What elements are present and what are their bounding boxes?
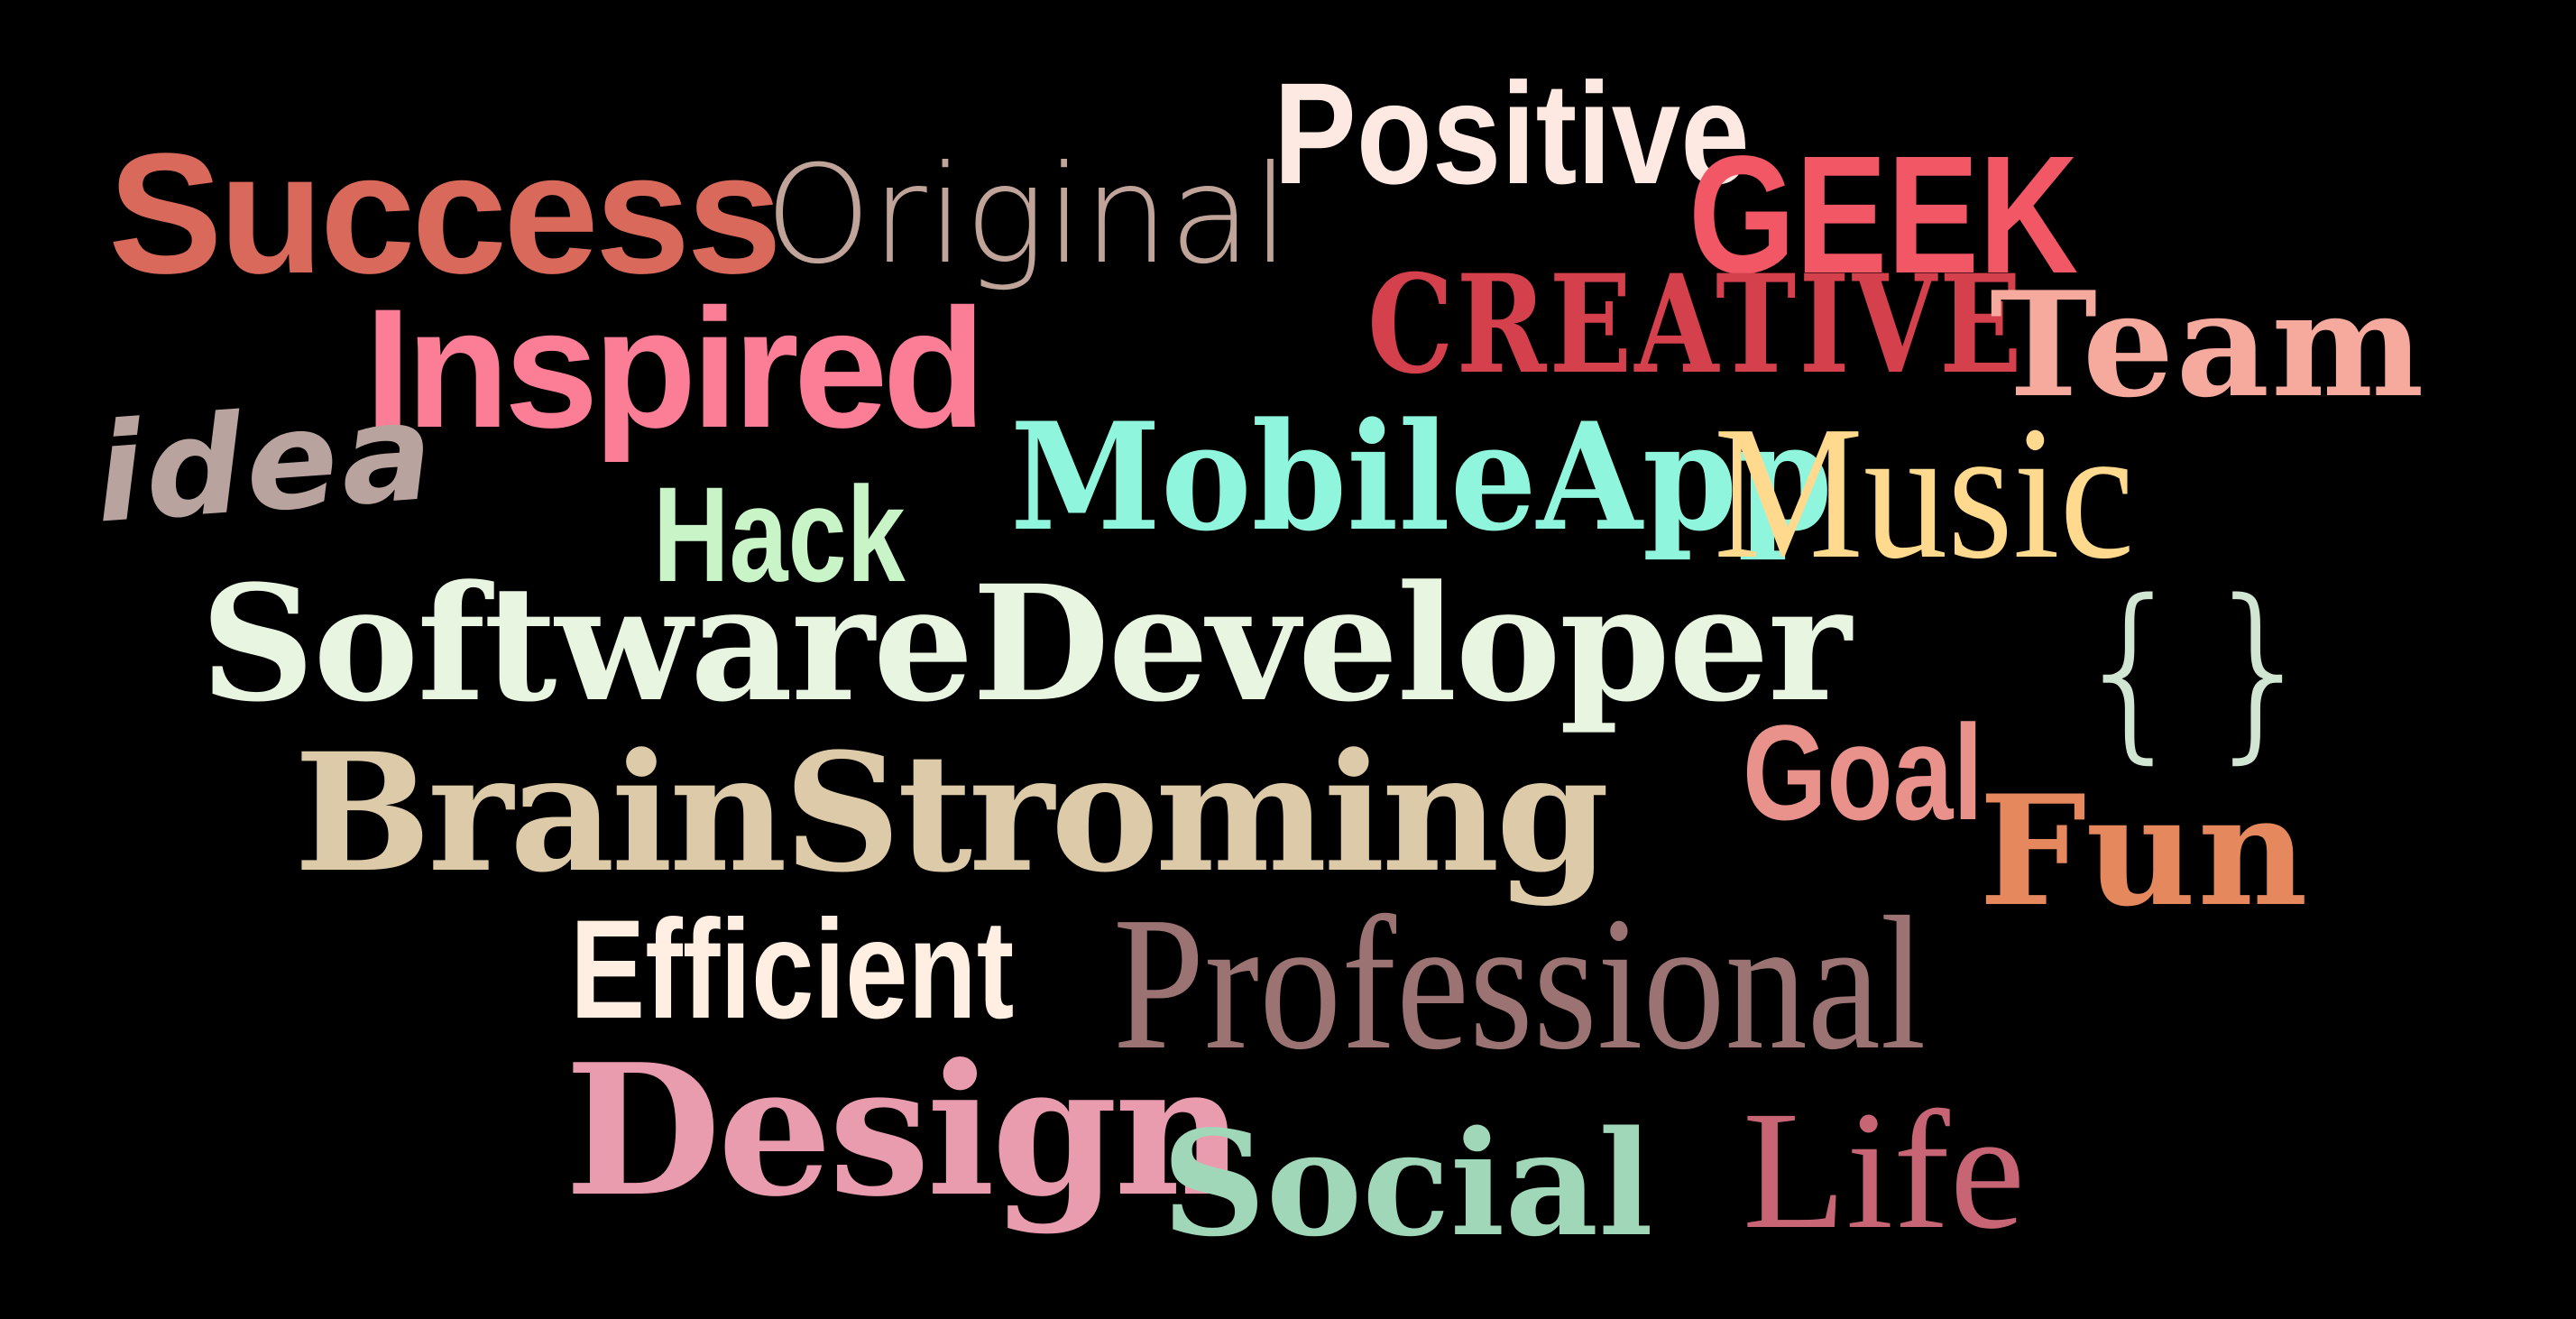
word-inspired: Inspired: [364, 273, 986, 463]
word-efficient: Efficient: [570, 891, 1015, 1048]
word-creative: CREATIVE: [1367, 245, 2025, 404]
word-hack: Hack: [653, 458, 906, 610]
word-design: Design: [565, 1025, 1246, 1237]
word-professional: Professional: [1113, 877, 1927, 1089]
word-fun: Fun: [1979, 761, 2310, 940]
word-original: Original: [765, 137, 1290, 294]
word-music: Music: [1714, 386, 2135, 598]
word-idea: idea: [90, 373, 441, 554]
word-positive: Positive: [1274, 52, 1750, 214]
curly-braces-icon: {}: [2071, 559, 2331, 780]
word-social: Social: [1162, 1099, 1653, 1268]
word-life: Life: [1743, 1075, 2026, 1264]
word-softwaredeveloper: SoftwareDeveloper: [200, 550, 1852, 737]
word-goal: Goal: [1743, 696, 1983, 848]
word-team: Team: [1990, 260, 2426, 429]
word-mobileapp: MobileApp: [1010, 390, 1833, 564]
word-geek: GEEK: [1688, 122, 2079, 309]
word-brainstroming: BrainStroming: [294, 718, 1609, 909]
word-success: Success: [108, 118, 782, 309]
